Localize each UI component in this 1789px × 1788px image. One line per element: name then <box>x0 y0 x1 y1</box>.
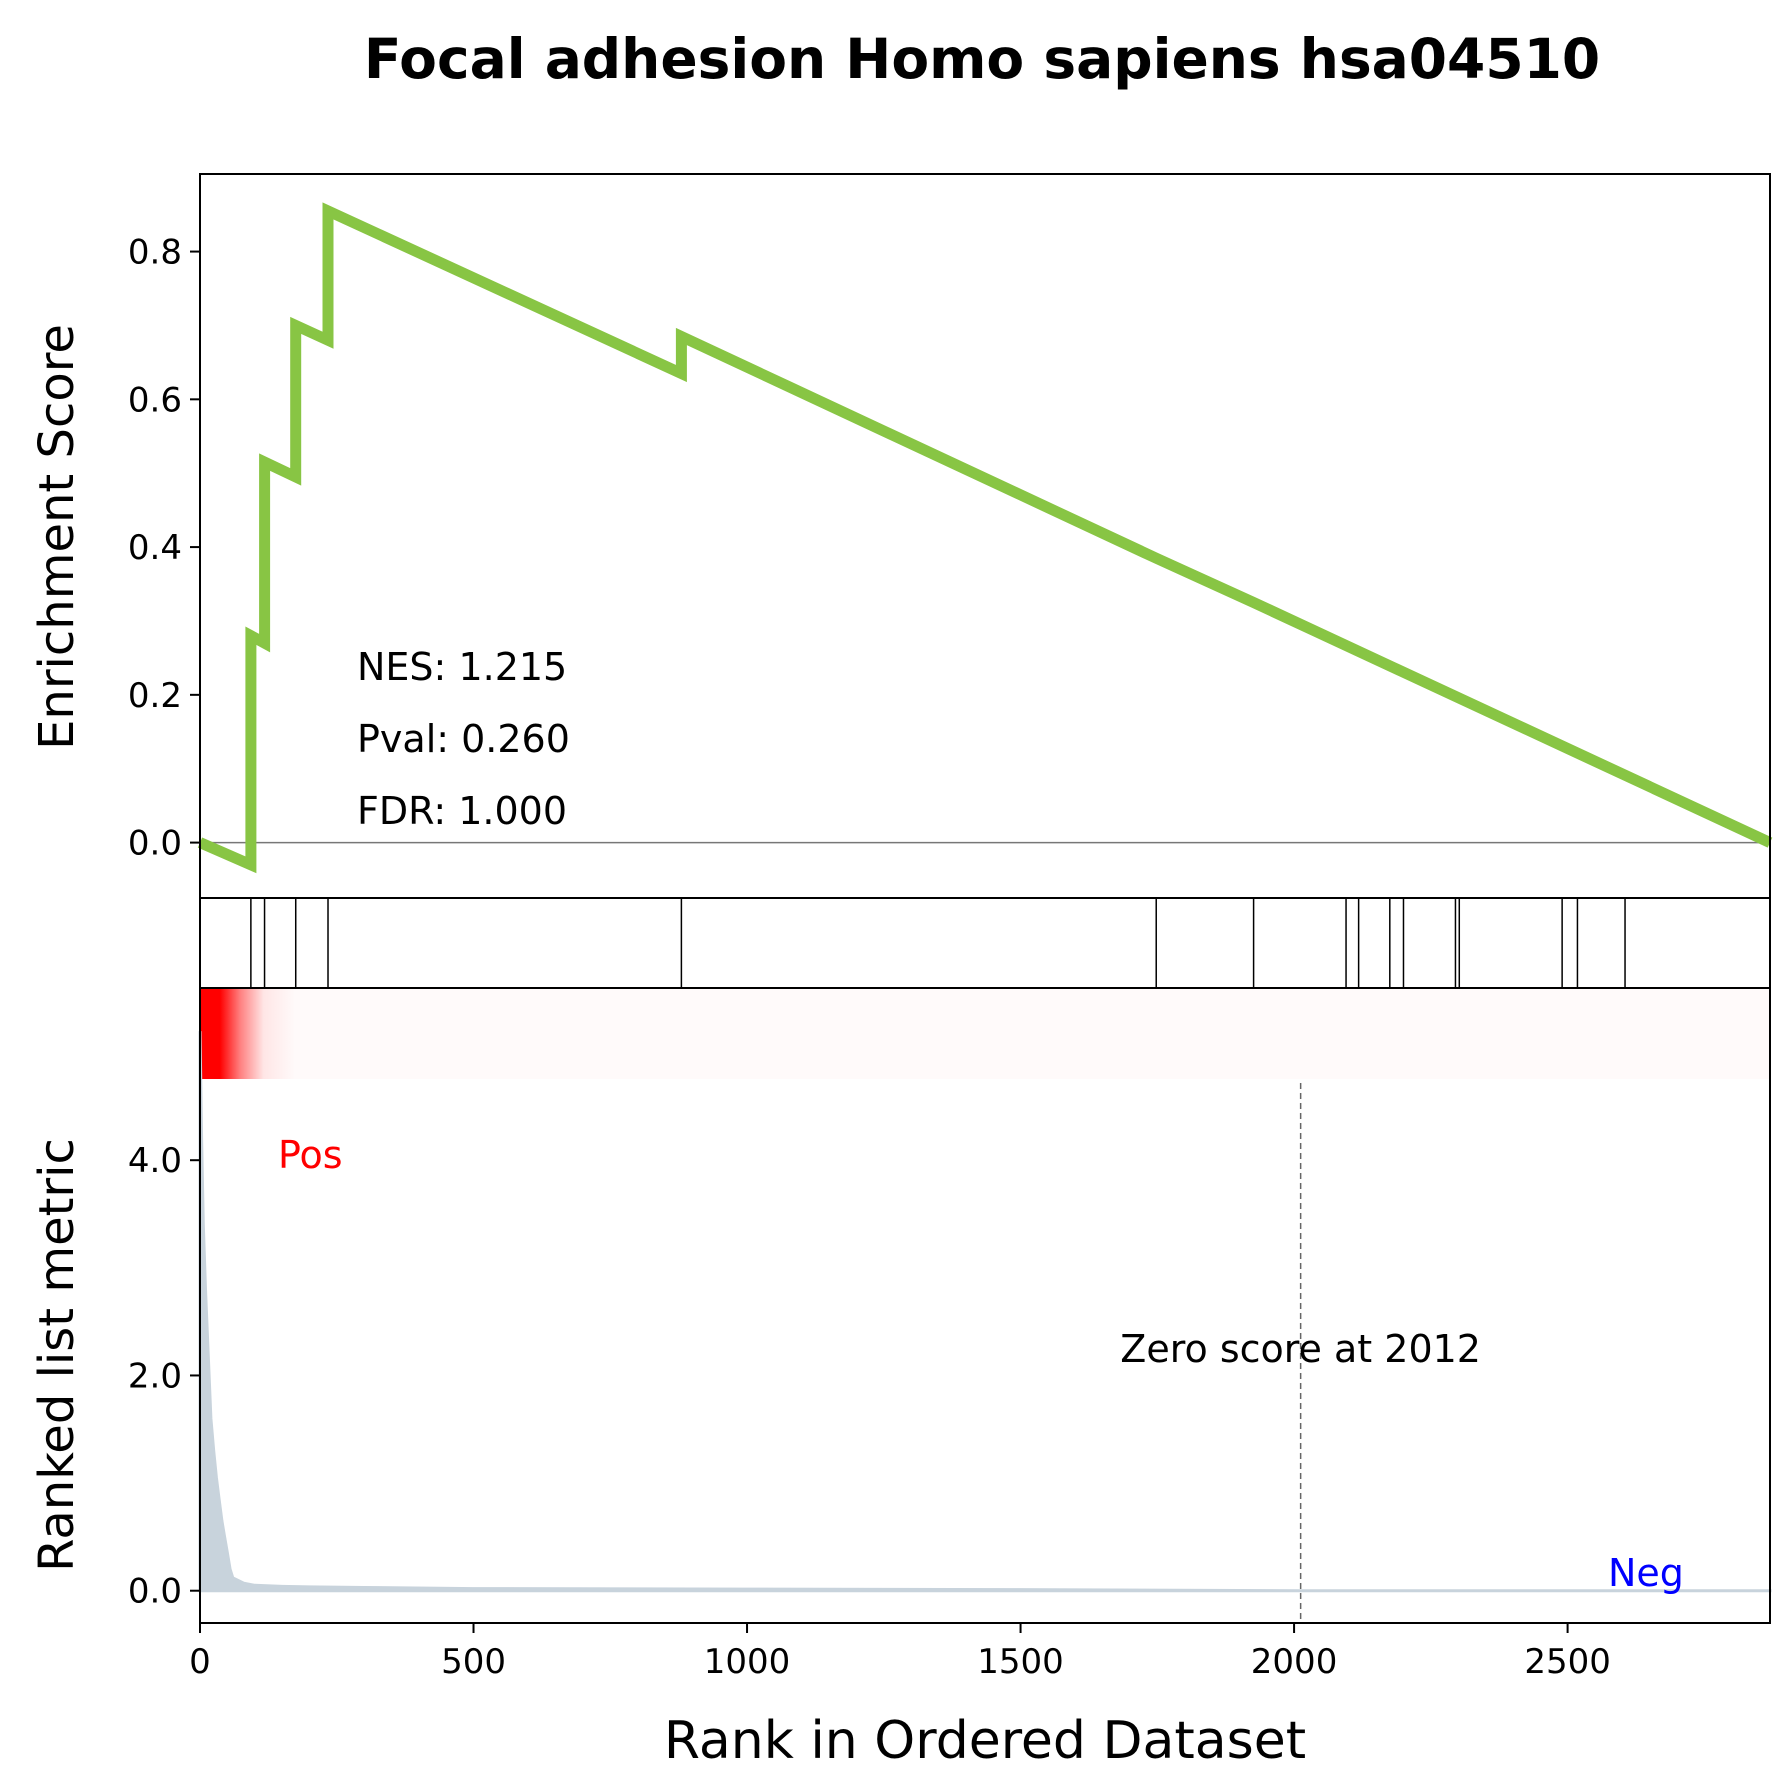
rank-y-tick-label: 4.0 <box>128 1141 182 1181</box>
x-tick-label: 2000 <box>1251 1642 1338 1682</box>
rank-metric-area <box>198 1031 1772 1593</box>
rank-y-tick-label: 0.0 <box>128 1572 182 1612</box>
hit-panel <box>199 897 1771 989</box>
es-y-tick-label: 0.8 <box>128 233 182 273</box>
es-y-tick-label: 0.6 <box>128 380 182 420</box>
rank-ylabel: Ranked list metric <box>29 1138 85 1572</box>
x-tick-label: 0 <box>189 1642 211 1682</box>
rank-panel: Zero score at 2012 Pos Neg 0.0 2.0 4.0 Ran… <box>29 987 1772 1624</box>
rank-y-tick-label: 2.0 <box>128 1356 182 1396</box>
hit-lines <box>250 898 1626 988</box>
es-y-ticks: 0.0 0.2 0.4 0.6 0.8 <box>128 233 200 864</box>
es-annotation-nes: NES: 1.215 <box>357 645 567 689</box>
es-curve <box>197 202 1773 874</box>
es-panel: 0.0 0.2 0.4 0.6 0.8 NES: 1.215 Pval: 0.260 F… <box>29 173 1773 899</box>
rank-y-ticks: 0.0 2.0 4.0 <box>128 1141 200 1612</box>
neg-label: Neg <box>1608 1551 1684 1595</box>
x-tick-label: 1500 <box>977 1642 1064 1682</box>
es-ylabel: Enrichment Score <box>29 324 85 750</box>
chart-title: Focal adhesion Homo sapiens hsa04510 <box>364 27 1600 91</box>
es-y-tick-label: 0.4 <box>128 528 182 568</box>
es-annotation-fdr: FDR: 1.000 <box>357 789 567 833</box>
x-axis-label: Rank in Ordered Dataset <box>664 1711 1306 1771</box>
x-tick-label: 1000 <box>704 1642 791 1682</box>
rank-panel-frame <box>199 987 1771 1624</box>
rank-heat-bar <box>201 989 1769 1079</box>
x-axis-ticks: 0 500 1000 1500 2000 2500 <box>189 1623 1611 1682</box>
es-y-tick-label: 0.0 <box>128 824 182 864</box>
x-tick-label: 2500 <box>1524 1642 1611 1682</box>
hit-panel-frame <box>199 897 1771 989</box>
pos-label: Pos <box>278 1133 343 1177</box>
es-annotation-pval: Pval: 0.260 <box>357 717 570 761</box>
es-y-tick-label: 0.2 <box>128 676 182 716</box>
x-tick-label: 500 <box>441 1642 506 1682</box>
zero-score-label: Zero score at 2012 <box>1120 1327 1481 1371</box>
